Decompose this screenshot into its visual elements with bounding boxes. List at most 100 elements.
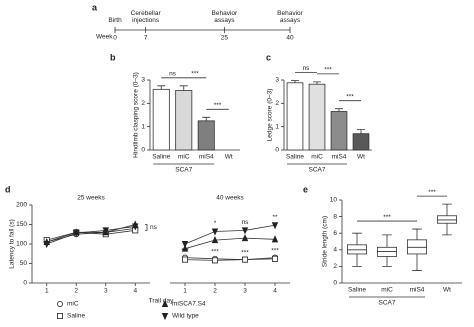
marker <box>57 312 64 319</box>
marker <box>241 227 249 235</box>
comparison-label: *** <box>324 67 332 74</box>
series-line <box>184 257 276 261</box>
significance-label: ns <box>242 219 250 226</box>
comparison-label: *** <box>383 214 391 221</box>
y-tick-label: 50 <box>20 260 28 267</box>
significance-label: * <box>214 220 217 227</box>
box <box>346 244 367 255</box>
side-label: ns <box>150 224 158 231</box>
box <box>376 246 397 257</box>
y-tick-label: 0 <box>333 280 337 287</box>
error-bar <box>313 81 321 85</box>
series-line <box>46 228 136 243</box>
bar <box>197 120 215 151</box>
y-axis-label: Hindlimb clasping score (0–3) <box>133 72 140 158</box>
x-tick-label: Wt <box>443 287 451 294</box>
x-tick-label: 1 <box>45 288 49 295</box>
marker <box>211 236 219 244</box>
box-whisker <box>442 223 452 236</box>
y-axis-label: Ledge score (0–3) <box>267 89 274 142</box>
x-tick-label: 4 <box>273 288 277 295</box>
y-axis-label: Latency to fall (s) <box>9 219 16 269</box>
box-whisker <box>412 253 422 271</box>
series-line <box>46 229 136 241</box>
marker <box>102 227 109 235</box>
comparison-label: *** <box>428 189 436 196</box>
marker <box>271 235 279 243</box>
x-tick-label: Wt <box>225 154 233 161</box>
x-tick-label: Saline <box>152 154 170 161</box>
group-label: SCA7 <box>379 300 396 307</box>
bar <box>330 111 348 151</box>
y-tick-label: 10 <box>330 197 338 204</box>
x-tick-label: 3 <box>243 288 247 295</box>
x-tick-label: 2 <box>74 288 78 295</box>
bar <box>175 90 193 151</box>
series-line <box>184 258 276 261</box>
marker <box>241 234 249 242</box>
marker <box>43 241 50 249</box>
y-tick-label: 0 <box>141 147 145 154</box>
significance-label: *** <box>211 249 219 256</box>
y-tick-label: 4 <box>333 247 337 254</box>
legend-label: miSCA7.S4 <box>172 301 206 308</box>
marker <box>181 241 189 249</box>
y-tick-label: 3 <box>141 77 145 84</box>
bar <box>352 133 370 151</box>
group-label: SCA7 <box>309 167 326 174</box>
marker <box>241 256 248 263</box>
error-bar <box>335 108 343 112</box>
error-bar <box>291 80 299 83</box>
y-tick-label: 2 <box>141 100 145 107</box>
series-line <box>184 224 276 245</box>
marker <box>161 299 169 307</box>
y-tick-label: 2 <box>333 263 337 270</box>
comparison-label: ns <box>303 65 311 72</box>
x-axis-label: Trail day <box>149 298 174 305</box>
box-whisker <box>352 253 362 267</box>
error-bar <box>357 129 365 134</box>
x-tick-label: miC <box>381 287 393 294</box>
y-tick-label: 200 <box>16 202 27 209</box>
y-tick-label: 150 <box>16 221 27 228</box>
panel-label: e <box>303 184 308 194</box>
y-tick-label: 100 <box>16 241 27 248</box>
timeline-event-line: Birth <box>108 17 122 24</box>
marker <box>57 300 64 307</box>
marker <box>271 255 278 262</box>
comparison-label: ns <box>169 71 177 78</box>
subplot-title: 25 weeks <box>77 195 105 202</box>
timeline-event: Birth <box>108 17 122 24</box>
significance-label: *** <box>271 247 279 254</box>
box-whisker <box>382 256 392 267</box>
error-bar <box>202 116 211 121</box>
x-tick-label: miC <box>178 154 190 161</box>
box <box>406 239 427 255</box>
timeline-event-line: assays <box>280 17 301 24</box>
x-tick-label: Saline <box>286 154 304 161</box>
legend-label: miC <box>67 301 79 308</box>
significance-label: ** <box>272 214 278 221</box>
timeline-tick-label: 25 <box>221 35 229 42</box>
group-label: SCA7 <box>175 167 192 174</box>
timeline-event-line: Cerebellar <box>131 10 162 17</box>
marker <box>181 256 188 263</box>
x-tick-label: 2 <box>213 288 217 295</box>
series-line <box>46 226 136 245</box>
box-whisker <box>352 232 362 245</box>
panel-label: b <box>110 52 116 62</box>
significance-label: *** <box>241 249 249 256</box>
x-tick-label: miS4 <box>410 287 425 294</box>
y-tick-label: 3 <box>275 77 279 84</box>
timeline-event: Cerebellar injections <box>131 10 162 24</box>
timeline-event: Behavior assays <box>277 10 303 24</box>
y-tick-label: 0 <box>275 147 279 154</box>
y-axis-label: Stride length (cm) <box>322 216 329 267</box>
panel-label: d <box>5 184 11 194</box>
marker <box>161 313 169 321</box>
marker <box>73 230 80 238</box>
timeline-tick-label: 0 <box>113 35 117 42</box>
timeline-tick-label: 7 <box>144 35 148 42</box>
x-tick-label: 1 <box>183 288 187 295</box>
